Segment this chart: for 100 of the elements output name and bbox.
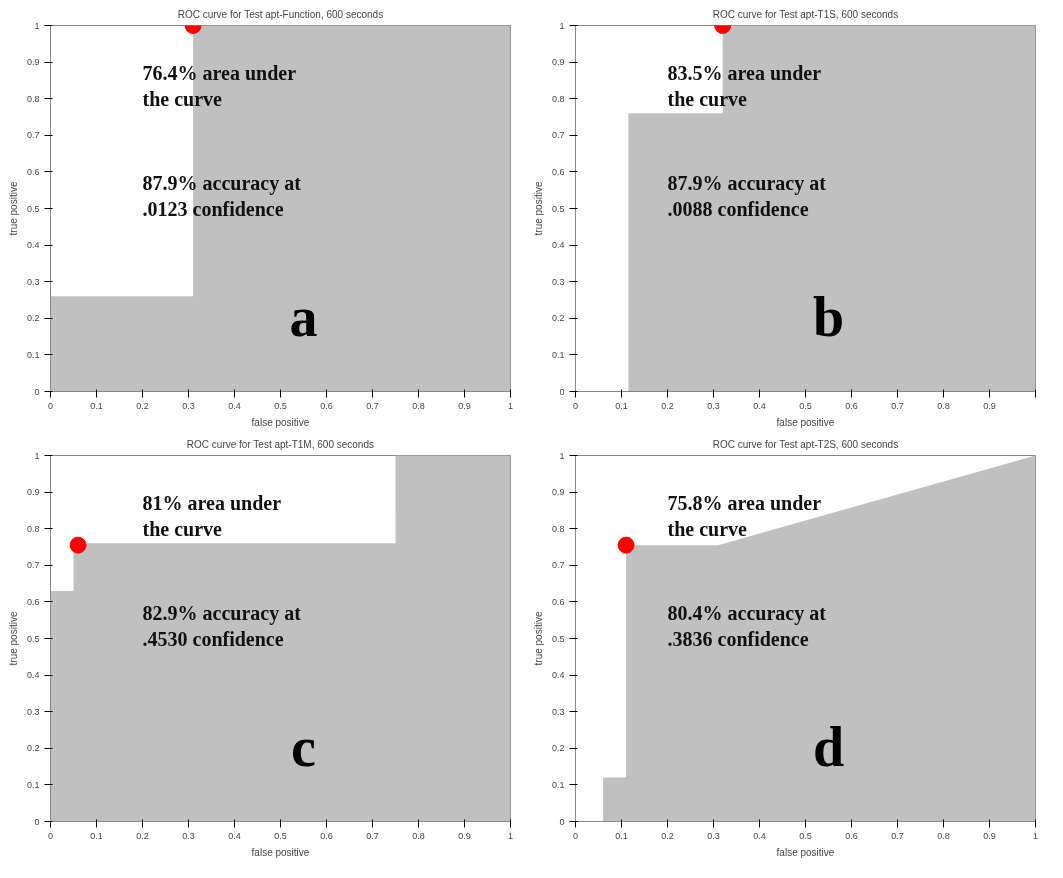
annotation: 87.9% accuracy at .0088 confidence — [667, 171, 827, 221]
y-tick-label: 0 — [559, 386, 565, 397]
y-tick-label: 0.3 — [26, 276, 40, 287]
x-tick-label: 0.6 — [320, 830, 333, 841]
y-tick-label: 0.4 — [26, 670, 40, 681]
annotation: 82.9% accuracy at .4530 confidence — [142, 601, 302, 651]
annotation: b — [812, 285, 845, 348]
x-tick-label: 0.9 — [983, 830, 996, 841]
annotation: d — [812, 715, 845, 778]
y-tick-label: 1 — [559, 450, 565, 461]
x-tick-label: 0.8 — [412, 830, 425, 841]
y-tick-label: 0.1 — [26, 349, 40, 360]
x-tick-label: 1 — [508, 830, 514, 841]
y-tick-label: 0.9 — [551, 57, 565, 68]
x-tick-label: 0.3 — [707, 400, 720, 411]
y-axis-title: true positive — [532, 611, 544, 666]
x-tick-label: 0.4 — [753, 400, 766, 411]
y-tick-label: 0.5 — [551, 203, 565, 214]
x-axis-title: false positive — [251, 416, 310, 428]
x-tick-label: 0 — [48, 400, 54, 411]
x-tick-label: 0.6 — [845, 400, 858, 411]
y-tick-label: 0.3 — [551, 276, 565, 287]
annotation: 87.9% accuracy at .0123 confidence — [142, 171, 302, 221]
x-tick-label: 0.7 — [891, 830, 904, 841]
y-tick-label: 0.8 — [26, 93, 40, 104]
x-tick-label: 0.1 — [615, 830, 628, 841]
y-tick-label: 0.9 — [26, 487, 40, 498]
y-tick-label: 0.5 — [26, 203, 40, 214]
y-tick-label: 1 — [34, 20, 40, 31]
y-tick-label: 0 — [559, 816, 565, 827]
x-tick-label: 0.5 — [799, 400, 812, 411]
x-tick-label: 0.8 — [937, 400, 950, 411]
x-tick-label: 0.2 — [661, 400, 674, 411]
y-tick-label: 0.5 — [551, 633, 565, 644]
x-tick-label: 0.7 — [891, 400, 904, 411]
y-tick-label: 0.6 — [551, 166, 565, 177]
x-tick-label: 0.1 — [615, 400, 628, 411]
y-tick-label: 0.7 — [26, 130, 40, 141]
chart-title: ROC curve for Test apt-T1M, 600 seconds — [186, 438, 374, 450]
y-tick-label: 0.1 — [551, 779, 565, 790]
y-tick-label: 0.6 — [26, 596, 40, 607]
y-tick-label: 0.8 — [551, 523, 565, 534]
annotation: a — [289, 285, 318, 348]
y-axis-title: true positive — [7, 611, 19, 666]
y-tick-label: 0.2 — [551, 313, 565, 324]
x-tick-label: 0.9 — [458, 830, 471, 841]
x-axis-title: false positive — [776, 846, 835, 858]
y-axis-title: true positive — [532, 181, 544, 236]
annotation: c — [291, 715, 316, 778]
x-tick-label: 0.1 — [90, 830, 103, 841]
x-tick-label: 0.2 — [136, 830, 149, 841]
x-tick-label: 0.1 — [90, 400, 103, 411]
x-tick-label: 0.7 — [366, 830, 379, 841]
y-tick-label: 0.1 — [26, 779, 40, 790]
y-tick-label: 0.4 — [26, 240, 40, 251]
x-tick-label: 0.4 — [753, 830, 766, 841]
x-tick-label: 0.4 — [228, 400, 241, 411]
x-tick-label: 0.5 — [274, 400, 287, 411]
y-tick-label: 0.7 — [26, 560, 40, 571]
annotation: 75.8% area under the curve — [667, 492, 822, 541]
y-tick-label: 0.6 — [551, 596, 565, 607]
y-tick-label: 0.1 — [551, 349, 565, 360]
y-tick-label: 1 — [559, 20, 565, 31]
x-tick-label: 0.3 — [707, 830, 720, 841]
x-axis-title: false positive — [776, 416, 835, 428]
y-tick-label: 0.6 — [26, 166, 40, 177]
x-tick-label: 0.6 — [320, 400, 333, 411]
x-tick-label: 1 — [508, 400, 514, 411]
x-tick-label: 1 — [1033, 830, 1039, 841]
chart-title: ROC curve for Test apt-T2S, 600 seconds — [712, 438, 899, 450]
y-axis-title: true positive — [7, 181, 19, 236]
y-tick-label: 0.5 — [26, 633, 40, 644]
y-tick-label: 0 — [34, 386, 40, 397]
y-tick-label: 0.7 — [551, 130, 565, 141]
x-tick-label: 0.2 — [661, 830, 674, 841]
x-tick-label: 0.2 — [136, 400, 149, 411]
y-tick-label: 0.4 — [551, 670, 565, 681]
y-tick-label: 0.3 — [26, 706, 40, 717]
x-tick-label: 0.9 — [983, 400, 996, 411]
x-tick-label: 0.3 — [182, 830, 195, 841]
x-tick-label: 0.8 — [937, 830, 950, 841]
y-tick-label: 0.7 — [551, 560, 565, 571]
annotation: 76.4% area under the curve — [142, 62, 297, 111]
y-tick-label: 0.8 — [26, 523, 40, 534]
y-tick-label: 0.8 — [551, 93, 565, 104]
x-tick-label: 0.8 — [412, 400, 425, 411]
y-tick-label: 0 — [34, 816, 40, 827]
annotation: 80.4% accuracy at .3836 confidence — [667, 601, 827, 651]
y-tick-label: 0.9 — [26, 57, 40, 68]
chart-title: ROC curve for Test apt-T1S, 600 seconds — [712, 8, 899, 20]
x-tick-label: 0.9 — [458, 400, 471, 411]
y-tick-label: 0.2 — [551, 743, 565, 754]
y-tick-label: 0.4 — [551, 240, 565, 251]
x-tick-label: 0 — [573, 400, 579, 411]
x-tick-label: 0.5 — [799, 830, 812, 841]
x-tick-label: 0.4 — [228, 830, 241, 841]
annotation: 81% area under the curve — [142, 492, 282, 541]
x-tick-label: 0 — [573, 830, 579, 841]
y-tick-label: 0.9 — [551, 487, 565, 498]
y-tick-label: 1 — [34, 450, 40, 461]
